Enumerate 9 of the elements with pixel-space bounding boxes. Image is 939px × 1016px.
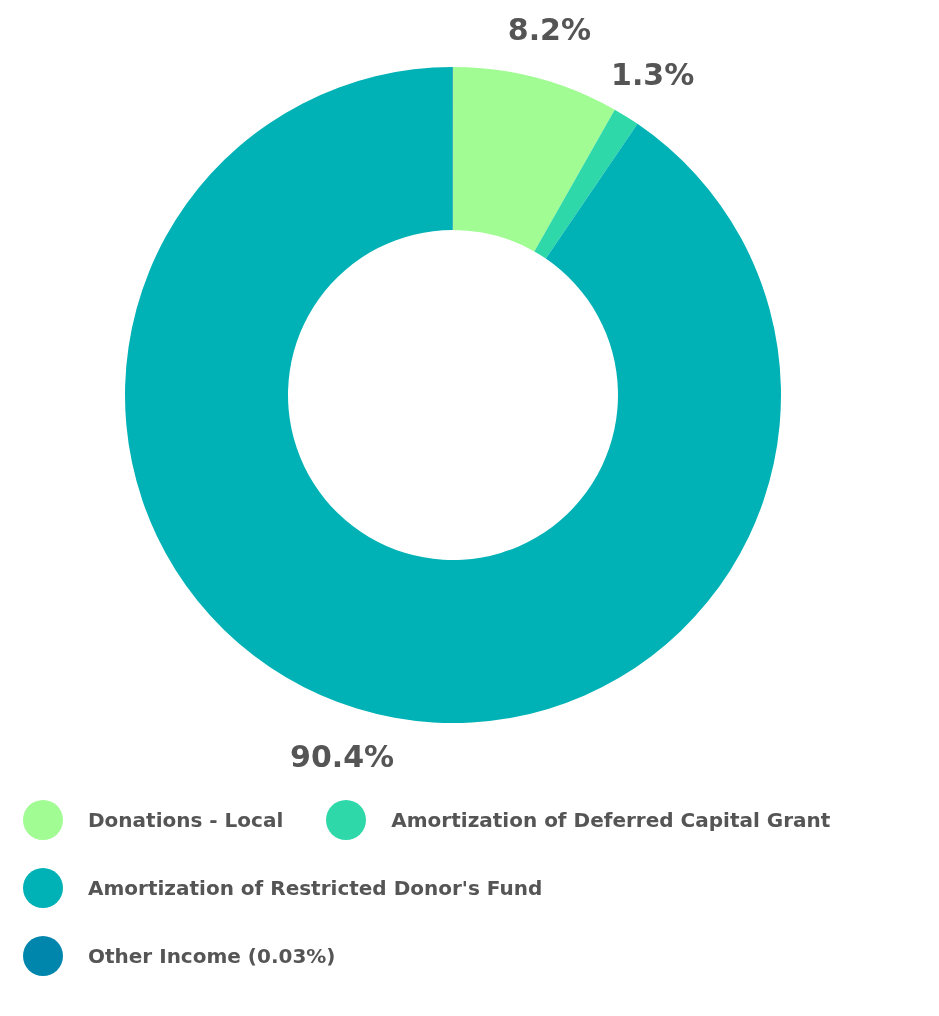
legend-label: Amortization of Restricted Donor's Fund	[88, 876, 543, 900]
legend-label: Donations - Local	[88, 808, 284, 832]
donut-slice	[453, 67, 615, 252]
legend-label: Amortization of Deferred Capital Grant	[391, 808, 831, 832]
donut-slice	[534, 109, 638, 259]
data-label: 1.3%	[611, 56, 695, 92]
data-label: 90.4%	[290, 738, 395, 774]
data-label: 8.2%	[507, 11, 591, 47]
legend-label: Other Income (0.03%)	[88, 944, 336, 968]
